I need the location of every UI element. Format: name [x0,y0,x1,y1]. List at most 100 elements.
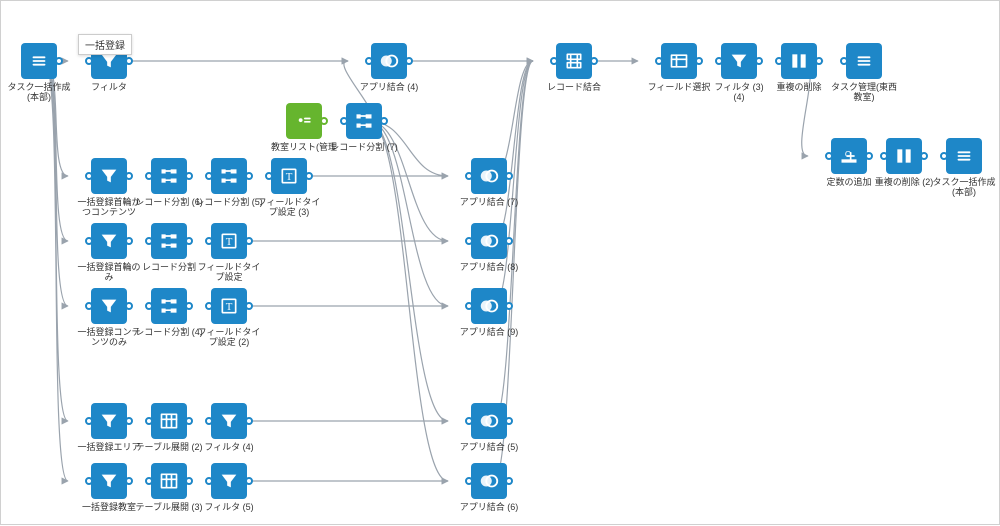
port-out[interactable] [505,417,513,425]
split-icon[interactable] [151,158,187,194]
filter-icon[interactable] [91,463,127,499]
port-out[interactable] [245,477,253,485]
node-filterE2[interactable]: フィルタ (5) [194,463,264,512]
port-in[interactable] [85,477,93,485]
ftype-icon[interactable]: T [271,158,307,194]
port-in[interactable] [465,477,473,485]
port-in[interactable] [145,172,153,180]
node-app8[interactable]: アプリ結合 (8) [454,223,524,272]
port-in[interactable] [840,57,848,65]
split-icon[interactable] [151,288,187,324]
split-icon[interactable] [211,158,247,194]
filter-icon[interactable] [211,463,247,499]
port-out[interactable] [185,302,193,310]
port-out[interactable] [245,237,253,245]
port-in[interactable] [465,237,473,245]
port-out[interactable] [505,302,513,310]
table-icon[interactable] [151,463,187,499]
split-icon[interactable] [151,223,187,259]
port-in[interactable] [340,117,348,125]
node-app7[interactable]: アプリ結合 (7) [454,158,524,207]
port-in[interactable] [825,152,833,160]
port-in[interactable] [205,417,213,425]
node-dedup[interactable]: 重複の削除 [764,43,834,92]
node-src[interactable]: タスク一括作成 (本部) [4,43,74,103]
port-in[interactable] [880,152,888,160]
port-out[interactable] [245,417,253,425]
port-in[interactable] [85,417,93,425]
port-in[interactable] [550,57,558,65]
node-ftypeA[interactable]: Tフィールドタイ プ設定 (3) [254,158,324,218]
port-in[interactable] [145,417,153,425]
merge-icon[interactable] [371,43,407,79]
port-out[interactable] [755,57,763,65]
node-split7[interactable]: レコード分割 (7) [329,103,399,152]
port-out[interactable] [55,57,63,65]
port-out[interactable] [305,172,313,180]
dedup-icon[interactable] [781,43,817,79]
ftype-icon[interactable]: T [211,288,247,324]
node-app9[interactable]: アプリ結合 (9) [454,288,524,337]
node-app6[interactable]: アプリ結合 (6) [454,463,524,512]
node-out2[interactable]: タスク一括作成 (本部) [929,138,999,198]
port-in[interactable] [85,237,93,245]
port-in[interactable] [145,477,153,485]
port-in[interactable] [85,172,93,180]
port-out[interactable] [505,172,513,180]
port-out[interactable] [125,477,133,485]
fieldsel-icon[interactable] [661,43,697,79]
port-in[interactable] [85,57,93,65]
constadd-icon[interactable]: C [831,138,867,174]
port-out[interactable] [185,417,193,425]
port-out[interactable] [125,417,133,425]
port-out[interactable] [125,237,133,245]
port-out[interactable] [125,172,133,180]
list-icon[interactable] [21,43,57,79]
port-in[interactable] [715,57,723,65]
port-out[interactable] [815,57,823,65]
port-in[interactable] [465,417,473,425]
port-out[interactable] [405,57,413,65]
card-icon[interactable] [286,103,322,139]
port-out[interactable] [505,237,513,245]
port-in[interactable] [265,172,273,180]
node-ftypeC[interactable]: Tフィールドタイ プ設定 (2) [194,288,264,348]
table-icon[interactable] [151,403,187,439]
list-icon[interactable] [846,43,882,79]
port-in[interactable] [205,302,213,310]
merge-icon[interactable] [471,223,507,259]
port-in[interactable] [655,57,663,65]
node-app4[interactable]: アプリ結合 (4) [354,43,424,92]
node-filterD2[interactable]: フィルタ (4) [194,403,264,452]
port-in[interactable] [775,57,783,65]
port-in[interactable] [205,477,213,485]
port-out[interactable] [185,477,193,485]
port-out[interactable] [505,477,513,485]
port-out[interactable] [245,302,253,310]
port-out[interactable] [125,302,133,310]
port-out[interactable] [695,57,703,65]
port-out[interactable] [185,237,193,245]
port-out[interactable] [125,57,133,65]
split-icon[interactable] [346,103,382,139]
merge-icon[interactable] [471,403,507,439]
port-out[interactable] [380,117,388,125]
port-in[interactable] [940,152,948,160]
node-recjoin[interactable]: レコード結合 [539,43,609,92]
port-in[interactable] [145,237,153,245]
node-out1[interactable]: タスク管理(東西 教室) [829,43,899,103]
port-in[interactable] [365,57,373,65]
port-in[interactable] [205,172,213,180]
node-ftypeB[interactable]: Tフィールドタイ プ設定 [194,223,264,283]
port-in[interactable] [85,302,93,310]
filter-icon[interactable] [91,158,127,194]
port-out[interactable] [185,172,193,180]
merge-icon[interactable] [471,288,507,324]
filter-icon[interactable] [91,288,127,324]
merge-icon[interactable] [471,158,507,194]
port-in[interactable] [465,172,473,180]
filter-icon[interactable] [211,403,247,439]
port-out[interactable] [245,172,253,180]
node-app5[interactable]: アプリ結合 (5) [454,403,524,452]
recjoin-icon[interactable] [556,43,592,79]
